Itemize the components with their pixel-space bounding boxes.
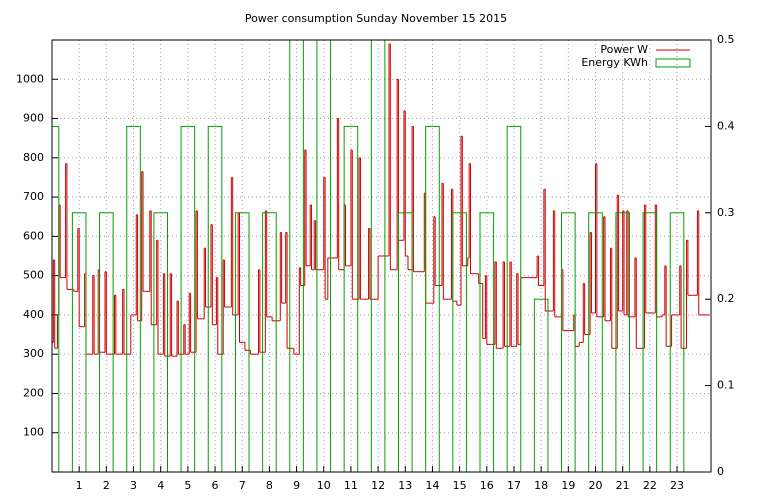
energy-box	[452, 212, 467, 472]
energy-box	[533, 298, 549, 472]
y-tick-label: 600	[23, 229, 44, 242]
energy-box	[262, 212, 277, 472]
x-tick-label: 16	[480, 479, 494, 492]
energy-box	[588, 212, 603, 472]
y2-tick-label: 0.5	[717, 33, 735, 46]
y-tick-label: 200	[23, 386, 44, 399]
energy-box	[207, 125, 223, 472]
y2-tick-label: 0.3	[717, 206, 735, 219]
y2-tick-label: 0.4	[717, 119, 735, 132]
energy-box	[99, 212, 114, 472]
x-tick-label: 12	[371, 479, 385, 492]
energy-box	[370, 40, 386, 472]
energy-box	[180, 125, 196, 472]
energy-box	[397, 212, 413, 472]
y-tick-label: 800	[23, 151, 44, 164]
energy-box	[71, 212, 87, 472]
x-tick-label: 23	[670, 479, 684, 492]
y-tick-label: 900	[23, 112, 44, 125]
energy-box	[316, 40, 332, 472]
energy-box	[126, 125, 141, 472]
y-tick-label: 100	[23, 426, 44, 439]
x-tick-label: 6	[212, 479, 219, 492]
x-tick-label: 10	[317, 479, 331, 492]
energy-box	[561, 212, 576, 472]
energy-box	[425, 125, 440, 472]
x-tick-label: 21	[616, 479, 630, 492]
y-tick-label: 300	[23, 347, 44, 360]
legend-label: Energy KWh	[581, 56, 648, 69]
energy-box	[669, 212, 685, 472]
energy-box	[234, 212, 250, 472]
energy-box	[153, 212, 168, 472]
plot-border	[51, 39, 712, 473]
chart-title: Power consumption Sunday November 15 201…	[245, 12, 507, 25]
x-tick-label: 17	[507, 479, 521, 492]
x-tick-label: 2	[103, 479, 110, 492]
energy-box	[343, 125, 359, 472]
legend-label: Power W	[600, 43, 648, 56]
x-tick-label: 13	[398, 479, 412, 492]
x-tick-label: 8	[266, 479, 273, 492]
legend-swatch	[655, 58, 691, 68]
energy-box	[642, 212, 658, 472]
y-tick-label: 700	[23, 190, 44, 203]
x-tick-label: 22	[643, 479, 657, 492]
x-tick-label: 5	[184, 479, 191, 492]
y-tick-label: 1000	[16, 72, 44, 85]
energy-box	[289, 40, 304, 472]
x-tick-label: 4	[157, 479, 164, 492]
x-tick-label: 15	[453, 479, 467, 492]
x-tick-label: 3	[130, 479, 137, 492]
x-tick-label: 7	[239, 479, 246, 492]
energy-box	[615, 212, 630, 472]
energy-box	[52, 125, 60, 472]
y2-tick-label: 0.1	[717, 379, 735, 392]
x-tick-label: 14	[425, 479, 439, 492]
y-tick-label: 500	[23, 269, 44, 282]
x-tick-label: 9	[293, 479, 300, 492]
y-tick-label: 400	[23, 308, 44, 321]
x-tick-label: 18	[534, 479, 548, 492]
y2-tick-label: 0.2	[717, 292, 735, 305]
x-tick-label: 11	[344, 479, 358, 492]
x-tick-label: 19	[561, 479, 575, 492]
energy-box	[506, 125, 522, 472]
plot-area	[52, 40, 710, 472]
y2-tick-label: 0	[717, 465, 724, 478]
x-tick-label: 1	[76, 479, 83, 492]
x-tick-label: 20	[589, 479, 603, 492]
energy-box	[479, 212, 495, 472]
